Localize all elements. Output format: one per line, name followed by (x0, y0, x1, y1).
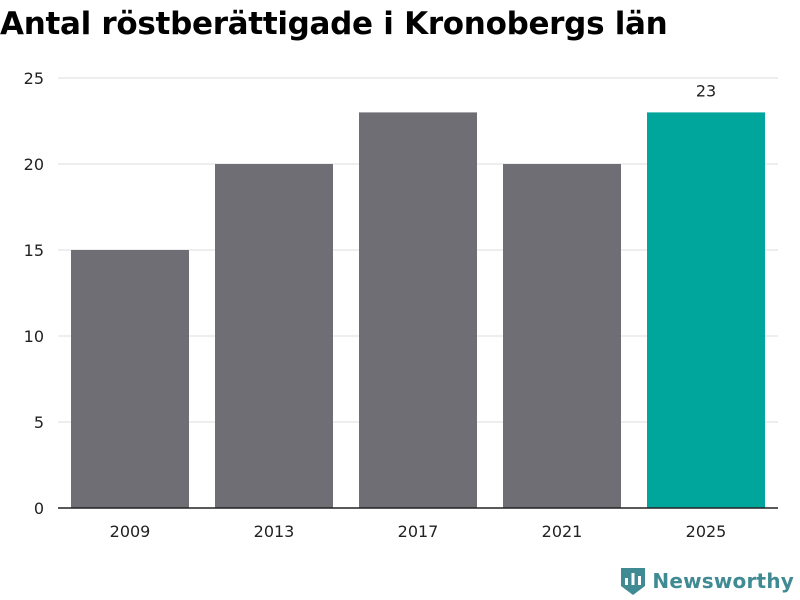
y-tick-label: 5 (34, 413, 44, 432)
y-tick-label: 25 (24, 69, 44, 88)
bar-chart-shield-icon (621, 568, 646, 595)
brand-name: Newsworthy (652, 569, 794, 593)
y-tick-label: 15 (24, 241, 44, 260)
brand-logo: Newsworthy (620, 566, 794, 596)
chart-title: Antal röstberättigade i Kronobergs län (0, 6, 668, 42)
bar-2013 (215, 164, 333, 508)
y-tick-label: 10 (24, 327, 44, 346)
y-axis-tick-labels: 0 5 10 15 20 25 (24, 69, 44, 518)
data-label-2025: 23 (696, 81, 716, 100)
y-tick-label: 20 (24, 155, 44, 174)
bar-2025 (647, 112, 765, 509)
x-axis-tick-labels: 2009 2013 2017 2021 2025 (110, 522, 727, 541)
data-labels: 23 (696, 81, 716, 100)
x-tick-label: 2025 (686, 522, 727, 541)
bar-2017 (359, 112, 477, 509)
x-tick-label: 2009 (110, 522, 151, 541)
bar-2021 (503, 164, 621, 508)
x-tick-label: 2013 (254, 522, 295, 541)
x-tick-label: 2017 (398, 522, 439, 541)
bars (71, 112, 765, 509)
bar-2009 (71, 250, 189, 508)
x-tick-label: 2021 (542, 522, 583, 541)
y-tick-label: 0 (34, 499, 44, 518)
